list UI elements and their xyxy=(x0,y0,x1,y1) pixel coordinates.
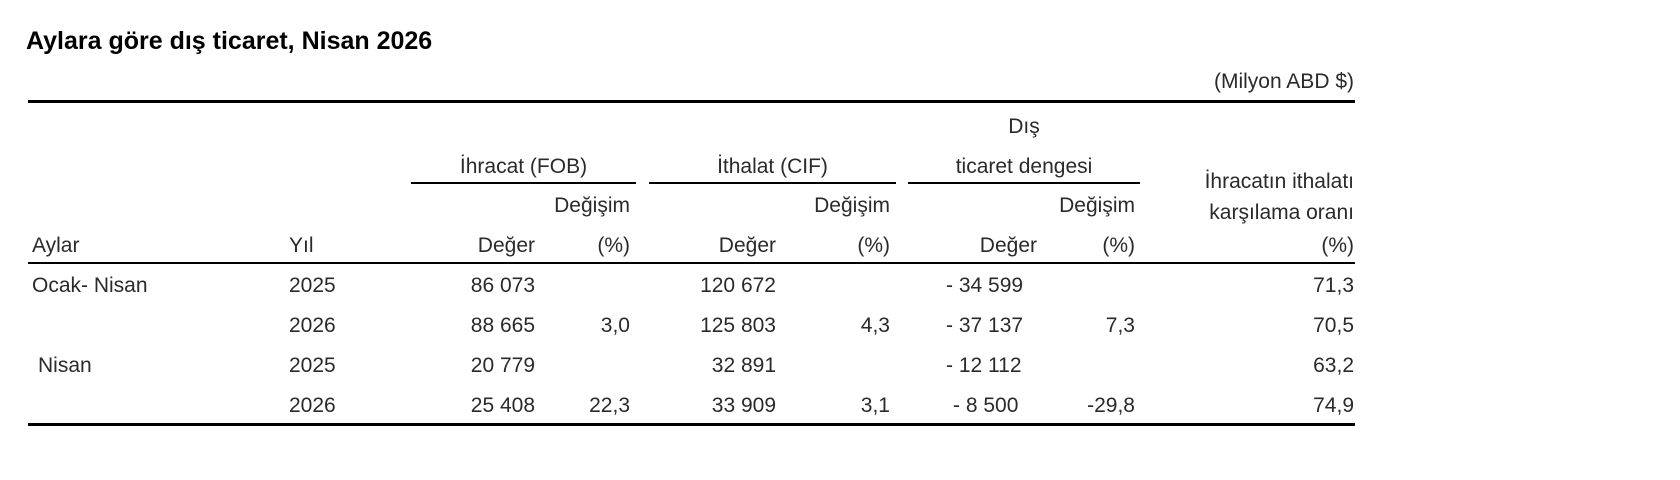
period-cell: Ocak- Nisan xyxy=(32,274,148,297)
ratio-header-line2: karşılama oranı xyxy=(1209,201,1354,224)
balance-underline xyxy=(908,182,1140,184)
ratio-cell: 71,3 xyxy=(1313,274,1354,297)
exports-pct-header: (%) xyxy=(597,234,630,257)
year-cell: 2025 xyxy=(289,274,336,297)
header-rule xyxy=(28,262,1355,264)
page-title: Aylara göre dış ticaret, Nisan 2026 xyxy=(26,27,433,55)
exports-value-cell: 86 073 xyxy=(470,274,535,297)
imports-header: İthalat (CIF) xyxy=(717,155,828,178)
year-cell: 2026 xyxy=(289,394,336,417)
period-cell: Nisan xyxy=(38,354,92,377)
exports-change-cell: 22,3 xyxy=(589,394,630,417)
imports-value-cell: 32 891 xyxy=(711,354,776,377)
imports-value-cell: 125 803 xyxy=(700,314,776,337)
balance-value-cell: - 37 137 xyxy=(946,314,1024,337)
exports-header: İhracat (FOB) xyxy=(459,155,588,178)
ratio-pct-header: (%) xyxy=(1321,234,1354,257)
ratio-cell: 70,5 xyxy=(1313,314,1354,337)
year-col-header: Yıl xyxy=(289,234,314,257)
year-cell: 2025 xyxy=(289,354,336,377)
balance-value-cell: - 8 500 xyxy=(953,394,1019,417)
unit-label: (Milyon ABD $) xyxy=(1213,70,1354,93)
exports-change-header: Değişim xyxy=(554,194,630,217)
balance-change-header: Değişim xyxy=(1059,194,1135,217)
imports-pct-header: (%) xyxy=(857,234,890,257)
table-top-rule xyxy=(28,100,1355,103)
exports-value-cell: 88 665 xyxy=(470,314,535,337)
balance-pct-header: (%) xyxy=(1102,234,1135,257)
table-bottom-rule xyxy=(28,423,1355,426)
ratio-cell: 63,2 xyxy=(1313,354,1354,377)
imports-value-cell: 120 672 xyxy=(700,274,776,297)
balance-value-cell: - 34 599 xyxy=(946,274,1024,297)
imports-change-cell: 4,3 xyxy=(860,314,890,337)
exports-change-cell: 3,0 xyxy=(600,314,630,337)
imports-value-cell: 33 909 xyxy=(711,394,776,417)
year-cell: 2026 xyxy=(289,314,336,337)
exports-value-cell: 20 779 xyxy=(470,354,535,377)
imports-change-cell: 3,1 xyxy=(860,394,890,417)
exports-value-header: Değer xyxy=(477,234,535,257)
balance-change-cell: -29,8 xyxy=(1087,394,1135,417)
balance-change-cell: 7,3 xyxy=(1105,314,1135,337)
balance-value-cell: - 12 112 xyxy=(946,354,1022,377)
imports-underline xyxy=(649,182,896,184)
imports-value-header: Değer xyxy=(718,234,776,257)
ratio-header-line1: İhracatın ithalatı xyxy=(1204,170,1354,193)
balance-value-header: Değer xyxy=(979,234,1037,257)
imports-change-header: Değişim xyxy=(814,194,890,217)
exports-underline xyxy=(411,182,636,184)
exports-value-cell: 25 408 xyxy=(470,394,535,417)
balance-header-line2: ticaret dengesi xyxy=(955,155,1093,178)
months-col-header: Aylar xyxy=(32,234,80,257)
balance-header-line1: Dış xyxy=(1008,115,1040,138)
ratio-cell: 74,9 xyxy=(1313,394,1354,417)
